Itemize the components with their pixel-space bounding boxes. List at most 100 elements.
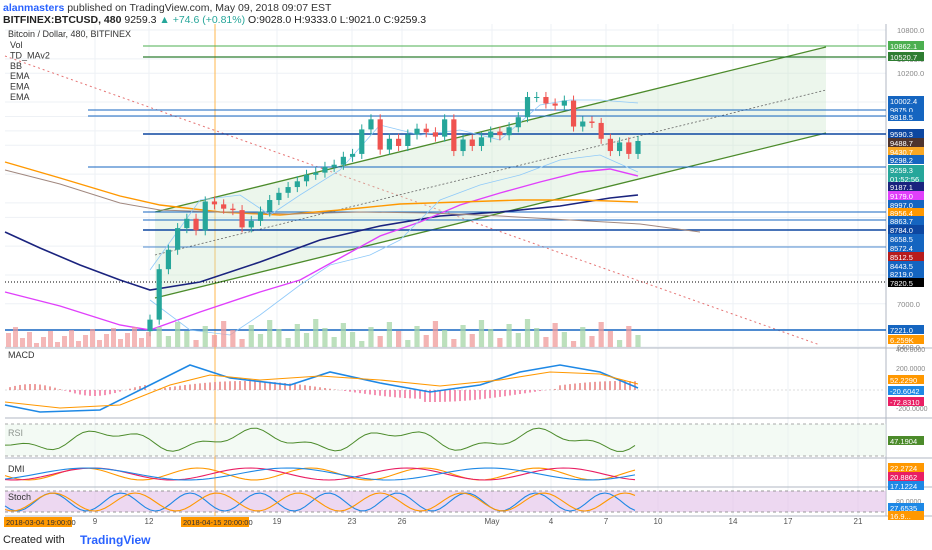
macd-value: -20.6042 <box>890 387 920 396</box>
candle-body <box>396 138 402 146</box>
candle-body <box>442 119 448 137</box>
candle-body <box>359 129 365 154</box>
dmi-value: 20.8862 <box>890 473 917 482</box>
price-label: 9430.7 <box>890 148 913 157</box>
candle-body <box>524 97 531 118</box>
legend-item: EMA <box>10 82 30 92</box>
macd-label-bg <box>888 375 924 384</box>
time-label: 2018-03-04 19:00:00 <box>6 518 76 527</box>
candle-body <box>313 172 319 175</box>
volume-bar <box>239 339 245 347</box>
candle-body <box>230 208 236 211</box>
footer: Created with TradingView <box>0 531 932 550</box>
price-label-bg <box>888 243 924 252</box>
price-label: 6.259K <box>890 336 914 345</box>
ema-orange <box>4 161 639 216</box>
macd-tick: 200.0000 <box>896 366 925 373</box>
volume-bar <box>55 342 60 347</box>
volume-bar <box>285 338 291 347</box>
tradingview-logo[interactable]: TradingView <box>80 533 151 547</box>
volume-bar <box>175 322 181 347</box>
price-label: 9590.3 <box>890 130 913 139</box>
price-label-bg <box>888 325 924 334</box>
price-label: 8784.0 <box>890 226 913 235</box>
candle-body <box>432 132 439 137</box>
candle-body <box>202 201 208 231</box>
candle-body <box>368 119 374 130</box>
price-label-bg <box>888 105 924 114</box>
candle-body <box>331 164 337 167</box>
volume-bar <box>386 322 392 347</box>
price-label: 10002.4 <box>890 97 917 106</box>
volume-bar <box>27 332 32 347</box>
price-label: 10862.1 <box>890 42 917 51</box>
volume-bar <box>62 336 67 347</box>
x-tick-label: 26 <box>398 517 407 526</box>
rsi-value: 47.1904 <box>890 437 917 446</box>
price-label-bg <box>888 41 924 50</box>
volume-bar <box>118 339 123 347</box>
candle-body <box>626 142 632 154</box>
price-label-bg <box>888 278 924 287</box>
volume-bar <box>469 334 475 347</box>
time-label-bg <box>4 517 72 527</box>
price-label-bg <box>888 200 924 209</box>
price-label-bg <box>888 96 924 105</box>
volume-bar <box>598 322 604 347</box>
price-label: 7820.5 <box>890 279 913 288</box>
volume-bar <box>48 331 53 347</box>
price-label: 8863.7 <box>890 217 913 226</box>
symbol-text: BITFINEX:BTCUSD, 480 <box>3 14 122 26</box>
macd-line <box>4 364 639 413</box>
price-label-bg <box>888 252 924 261</box>
volume-bar <box>156 327 162 347</box>
candle-body <box>534 97 540 99</box>
price-label: 9259.3 <box>890 166 913 175</box>
candle-body <box>598 122 604 139</box>
x-tick-label: 4 <box>549 517 554 526</box>
candle-body <box>607 138 613 152</box>
signal-line <box>4 371 639 409</box>
price-label-bg <box>888 147 924 156</box>
published-text: published on TradingView.com, May 09, 20… <box>67 2 332 14</box>
volume-bar <box>396 331 402 347</box>
candle-body <box>147 319 153 332</box>
x-tick-label: May <box>484 517 499 526</box>
volume-bar <box>83 335 88 347</box>
price-label: 8658.5 <box>890 235 913 244</box>
candle-body <box>405 134 411 146</box>
volume-bar <box>111 328 116 347</box>
price-label-bg <box>888 165 924 174</box>
price-label-bg <box>888 129 924 138</box>
candle-body <box>349 153 356 157</box>
volume-bar <box>478 320 485 347</box>
candle-body <box>552 103 558 106</box>
volume-bar <box>368 327 374 347</box>
sma-brown <box>4 169 701 233</box>
candle-body <box>239 210 245 228</box>
chart-canvas[interactable]: Bitcoin / Dollar, 480, BITFINEXVolTD_MAv… <box>0 0 932 531</box>
candle-body <box>469 139 475 146</box>
price-label: 8956.4 <box>890 209 913 218</box>
volume-bar <box>313 319 319 347</box>
price-change: ▲ +74.6 (+0.81%) <box>159 14 246 26</box>
volume-bar <box>322 328 328 347</box>
author-link[interactable]: alanmasters <box>3 2 65 14</box>
volume-bar <box>580 327 586 347</box>
macd-value: -72.8310 <box>890 398 920 407</box>
volume-bar <box>423 335 429 347</box>
publish-line: alanmasters published on TradingView.com… <box>3 2 331 14</box>
dotted-trendline <box>4 55 821 346</box>
legend-item: EMA <box>10 92 30 102</box>
candle-body <box>248 220 254 228</box>
candle-body <box>257 211 264 221</box>
macd-label-bg <box>888 386 924 395</box>
price-label: 8219.0 <box>890 270 913 279</box>
channel-mid <box>154 89 827 256</box>
last-price: 9259.3 <box>124 14 157 26</box>
candle-body <box>322 166 328 173</box>
volume-bar <box>432 321 439 347</box>
volume-bar <box>635 335 641 347</box>
volume-bar <box>34 343 39 347</box>
volume-bar <box>497 338 503 347</box>
